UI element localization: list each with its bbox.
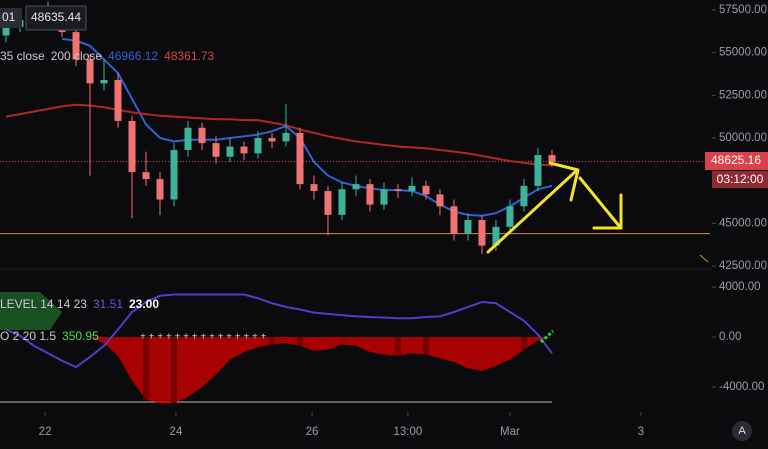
- legend-text: 46966.12: [108, 49, 158, 63]
- y-tick-label: 45000.00: [719, 217, 767, 229]
- candle-body: [128, 120, 136, 173]
- candle-body: [170, 149, 178, 200]
- candle-body: [142, 172, 150, 180]
- histogram-band: [171, 337, 178, 404]
- candle-body: [282, 132, 290, 142]
- crosshair-price: 48635.44: [31, 10, 81, 24]
- x-tick-label: Mar: [500, 426, 520, 438]
- line: [5, 103, 553, 167]
- candle-body: [156, 179, 164, 200]
- symbol-box: [0, 8, 22, 28]
- legend-text: 350.95: [62, 329, 99, 343]
- candle-body: [422, 185, 430, 195]
- candle-body: [478, 220, 486, 246]
- candle-body: [534, 155, 542, 186]
- candle-body: [86, 59, 94, 84]
- y-tick-label: 50000.00: [719, 132, 767, 144]
- legend-text: O 2 20 1.5: [0, 329, 56, 343]
- candle-body: [324, 190, 332, 215]
- candle-body: [310, 184, 318, 191]
- tick-stub: [699, 254, 709, 263]
- histogram-band: [268, 337, 275, 345]
- x-tick-label: 13:00: [394, 426, 423, 438]
- candle-body: [520, 185, 528, 207]
- y-tick-label: -4000.00: [719, 381, 764, 393]
- y-tick-label: 52500.00: [719, 89, 767, 101]
- countdown-tag: [712, 171, 768, 188]
- last-price: 48625.16: [711, 153, 761, 167]
- x-tick-label: 26: [306, 426, 319, 438]
- candle-body: [450, 206, 458, 234]
- histogram-band: [422, 337, 429, 355]
- candle-body: [408, 185, 416, 191]
- candle-body: [506, 206, 514, 227]
- histogram-band: [296, 337, 303, 346]
- y-tick-label: 4000.00: [719, 281, 761, 293]
- symbol-fragment: 01: [2, 10, 16, 24]
- y-tick-label: 55000.00: [719, 47, 767, 59]
- x-tick-label: 24: [170, 426, 183, 438]
- histogram-band: [394, 337, 401, 356]
- candle-body: [380, 189, 388, 205]
- legend-text: LEVEL 14 14 23: [0, 297, 87, 311]
- crosshair-box: [25, 5, 87, 31]
- candle-body: [394, 189, 402, 191]
- candle-body: [254, 138, 262, 154]
- candle-body: [226, 146, 234, 157]
- arrow-up-head: [548, 161, 580, 202]
- candle-body: [548, 155, 556, 162]
- candle-body: [296, 132, 304, 185]
- candle-body: [198, 127, 206, 144]
- legend-text: 35 close: [0, 49, 45, 63]
- histogram-band: [143, 337, 150, 400]
- legend-text: 200 close: [51, 49, 103, 63]
- y-tick-label: 57500.00: [719, 4, 767, 16]
- legend-text: 31.51: [93, 297, 123, 311]
- candle-body: [184, 127, 192, 150]
- area: [6, 337, 552, 404]
- y-tick-label: 0.00: [719, 331, 741, 343]
- y-tick-label: 42500.00: [719, 260, 767, 272]
- signal-mark: [539, 329, 555, 344]
- candle-body: [240, 146, 248, 154]
- cross-markers: + + + + + + + + + + + + + + +: [140, 332, 267, 343]
- x-tick-label: 3: [638, 426, 644, 438]
- line: [5, 293, 553, 369]
- corner-label[interactable]: A: [738, 425, 746, 437]
- candle-body: [366, 184, 374, 205]
- markers: + + + + + + + + + + + + + + +: [140, 332, 267, 343]
- candle-body: [268, 138, 276, 142]
- line: [61, 37, 553, 217]
- candle-body: [212, 143, 220, 157]
- arrow-up: [486, 170, 577, 254]
- price-tag: [705, 152, 768, 170]
- candle-body: [338, 189, 346, 215]
- candle-body: [464, 220, 472, 234]
- indicator-zone: [0, 292, 62, 330]
- annotation-arrows: [486, 161, 623, 254]
- histogram-band: [520, 337, 527, 350]
- countdown: 03:12:00: [717, 172, 764, 186]
- candle-body: [2, 26, 10, 36]
- candle-body: [492, 226, 500, 246]
- candle-body: [352, 184, 360, 190]
- auto-button[interactable]: [732, 421, 752, 441]
- candle-body: [436, 194, 444, 207]
- arrow-down-head: [592, 193, 623, 230]
- legend-text: 23.00: [129, 297, 159, 311]
- candle-body: [72, 32, 80, 60]
- candle-body: [114, 79, 122, 121]
- x-tick-label: 22: [39, 426, 52, 438]
- arrow-down: [578, 176, 622, 229]
- legend-text: 48361.73: [164, 49, 214, 63]
- candle-body: [100, 79, 108, 84]
